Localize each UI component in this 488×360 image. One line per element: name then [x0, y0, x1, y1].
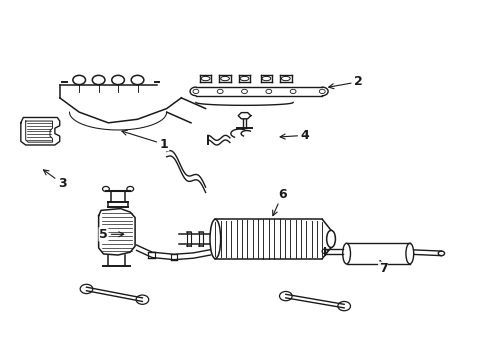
- Text: 1: 1: [122, 130, 168, 151]
- Text: 4: 4: [280, 129, 309, 142]
- Text: 7: 7: [378, 261, 386, 275]
- Text: 2: 2: [328, 75, 363, 89]
- Text: 3: 3: [43, 170, 66, 190]
- Text: 6: 6: [272, 188, 286, 216]
- Text: 5: 5: [99, 228, 123, 241]
